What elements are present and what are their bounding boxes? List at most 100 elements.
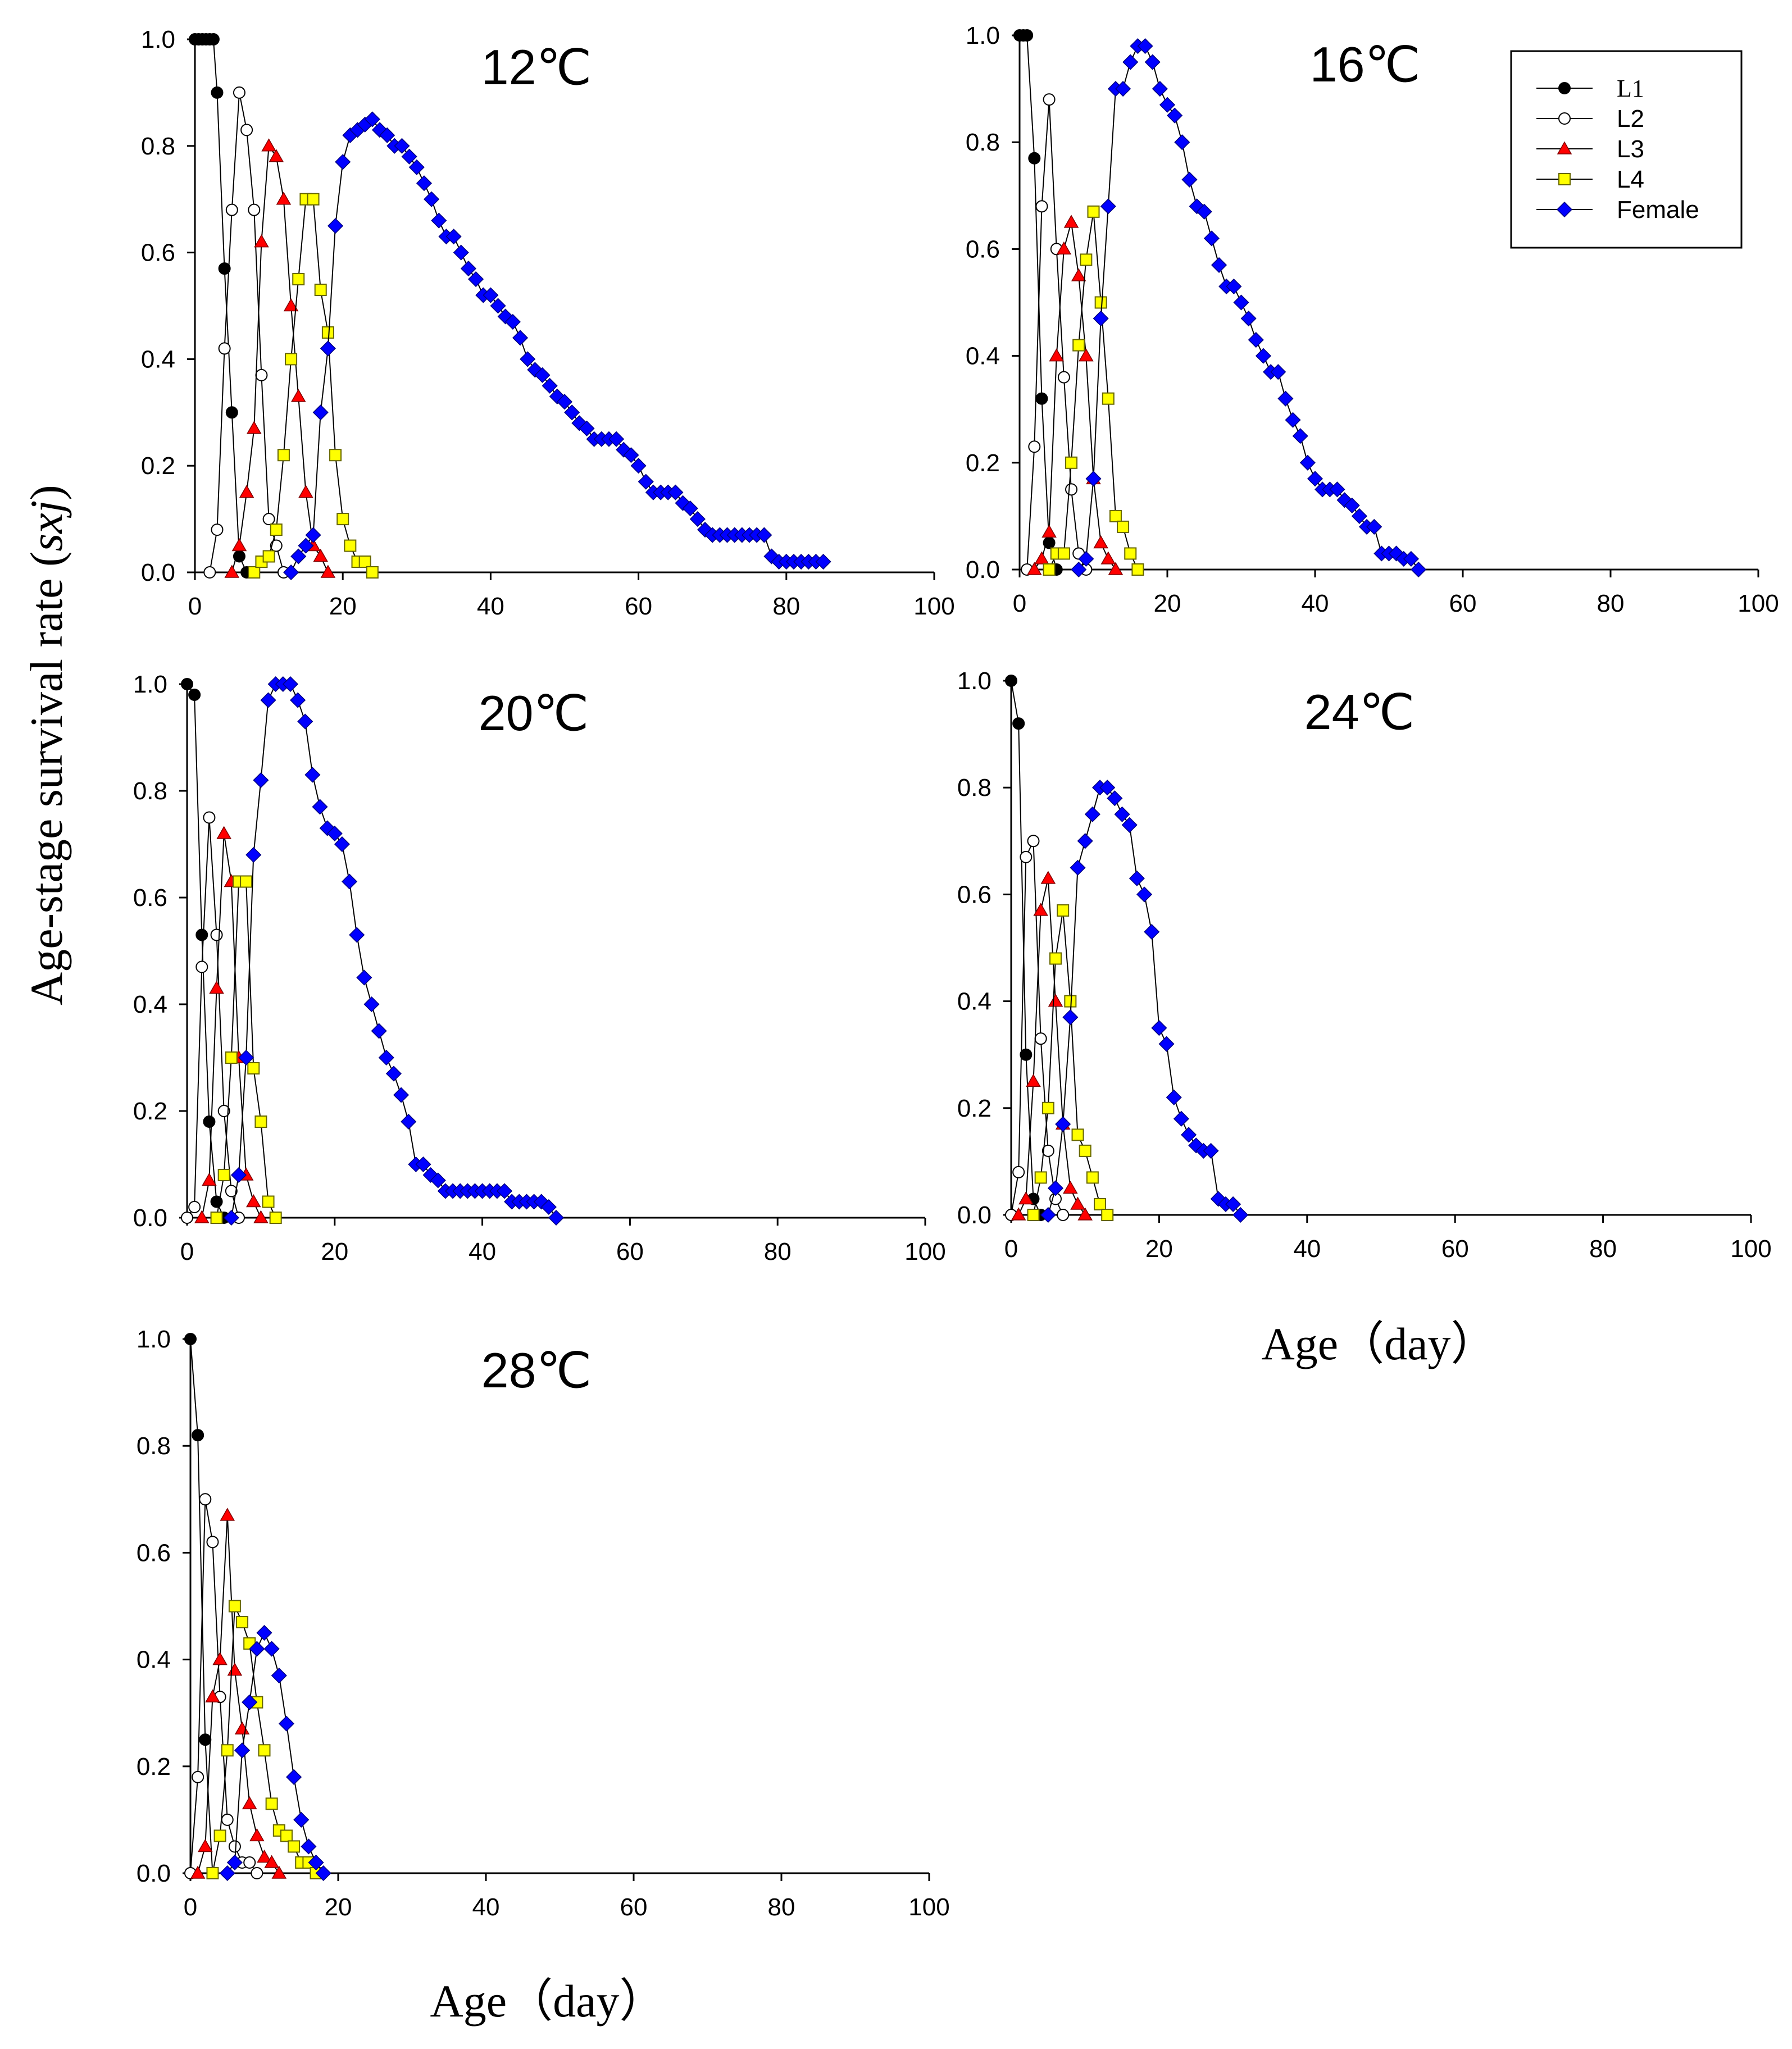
data-point-l4 xyxy=(1109,509,1122,522)
data-point-l1 xyxy=(1020,1048,1033,1061)
data-point-l4 xyxy=(1041,1101,1054,1114)
series-l2 xyxy=(1021,93,1093,576)
data-point-l4 xyxy=(1065,456,1078,469)
data-point-l1 xyxy=(211,86,224,99)
data-point-l3 xyxy=(194,1210,210,1223)
data-point-female xyxy=(290,548,307,564)
series-l2 xyxy=(1005,835,1070,1221)
data-point-l3 xyxy=(1063,215,1079,228)
data-point-female xyxy=(271,1668,287,1684)
data-point-female xyxy=(512,330,529,346)
data-point-l4 xyxy=(240,875,253,888)
data-point-l3 xyxy=(1093,535,1108,549)
data-point-female xyxy=(315,1865,331,1882)
data-point-l4 xyxy=(1079,1144,1091,1157)
data-point-female xyxy=(312,799,328,815)
data-point-l4 xyxy=(280,1829,293,1842)
x-tick-label: 20 xyxy=(329,593,357,620)
data-point-female xyxy=(608,431,625,447)
data-point-female xyxy=(335,154,351,170)
y-tick-label: 0.4 xyxy=(133,991,167,1018)
x-tick-label: 0 xyxy=(180,1238,194,1265)
data-point-l2 xyxy=(1043,93,1056,106)
data-point-female xyxy=(1226,278,1242,295)
legend-label: L1 xyxy=(1617,75,1644,102)
data-point-female xyxy=(238,1049,254,1066)
y-tick-label: 0.0 xyxy=(957,1201,991,1229)
data-point-l4 xyxy=(236,1616,249,1629)
data-point-l1 xyxy=(188,689,201,701)
data-point-female xyxy=(1085,471,1102,487)
series-line-female xyxy=(1078,45,1419,570)
data-point-l3 xyxy=(254,234,269,248)
legend-marker-l1 xyxy=(1558,82,1571,94)
data-point-female xyxy=(1329,481,1345,498)
data-point-female xyxy=(430,1172,446,1189)
y-tick-label: 0.0 xyxy=(137,1860,171,1887)
data-point-female xyxy=(1040,1206,1056,1223)
data-point-l2 xyxy=(1035,200,1048,213)
data-point-l4 xyxy=(344,539,357,552)
data-point-l3 xyxy=(1077,1207,1093,1221)
data-point-female xyxy=(1299,454,1316,471)
data-point-female xyxy=(223,1209,239,1226)
data-point-l4 xyxy=(1102,392,1115,405)
data-point-female xyxy=(1203,1142,1219,1159)
data-point-female xyxy=(431,212,447,229)
x-tick-label: 40 xyxy=(1293,1235,1321,1263)
data-point-female xyxy=(298,538,314,554)
data-point-female xyxy=(1211,257,1227,273)
panel-20c: 0 20 40 60 80 100 0.0 0.2 0.4 0.6 0.8 1.0 20℃ xyxy=(133,671,946,1265)
data-point-female xyxy=(1152,81,1168,97)
data-point-l2 xyxy=(228,1840,241,1853)
series-line-l1 xyxy=(190,1338,213,1874)
data-point-l4 xyxy=(265,1797,278,1810)
data-point-l4 xyxy=(1080,253,1093,266)
data-point-female xyxy=(356,969,372,986)
y-tick-label: 0.6 xyxy=(957,881,991,908)
legend-label: L2 xyxy=(1617,105,1644,133)
data-point-l4 xyxy=(1057,904,1070,917)
data-point-female xyxy=(1115,81,1131,97)
y-tick-label: 1.0 xyxy=(957,667,991,695)
x-tick-label: 60 xyxy=(625,593,652,620)
data-point-female xyxy=(453,244,469,261)
data-point-female xyxy=(1136,886,1153,903)
data-point-female xyxy=(1366,518,1382,535)
series-female xyxy=(1040,780,1249,1223)
data-point-l4 xyxy=(206,1867,219,1879)
data-point-l3 xyxy=(1041,524,1057,538)
data-point-l3 xyxy=(320,564,336,578)
data-point-female xyxy=(1121,817,1138,833)
data-point-female xyxy=(1070,859,1086,876)
data-point-l3 xyxy=(242,1796,257,1810)
data-point-female xyxy=(379,127,395,143)
data-point-l4 xyxy=(247,1062,260,1074)
data-point-female xyxy=(226,1854,243,1871)
series-female xyxy=(223,676,565,1226)
data-point-l3 xyxy=(1034,551,1049,564)
y-tick-label: 0.4 xyxy=(966,343,1000,370)
legend-marker-female xyxy=(1556,201,1573,218)
data-point-l4 xyxy=(1117,520,1130,533)
legend-label: Female xyxy=(1617,196,1699,224)
data-point-female xyxy=(282,676,299,693)
data-point-l2 xyxy=(1027,835,1040,848)
data-point-l3 xyxy=(257,1849,272,1863)
data-point-l2 xyxy=(233,86,245,99)
data-point-l3 xyxy=(313,549,329,562)
data-point-female xyxy=(1084,806,1100,822)
data-point-female xyxy=(297,713,313,730)
data-point-female xyxy=(490,298,506,314)
legend-marker-l2 xyxy=(1558,112,1571,125)
series-line-l1 xyxy=(195,39,248,573)
x-tick-label: 20 xyxy=(1154,590,1181,617)
series-l1 xyxy=(181,678,230,1224)
data-point-l1 xyxy=(225,406,238,419)
data-point-female xyxy=(320,340,336,357)
data-point-female xyxy=(579,420,595,436)
data-point-female xyxy=(219,1865,235,1882)
data-point-l4 xyxy=(314,284,327,297)
data-point-female xyxy=(1129,870,1145,886)
data-point-l3 xyxy=(276,192,292,205)
